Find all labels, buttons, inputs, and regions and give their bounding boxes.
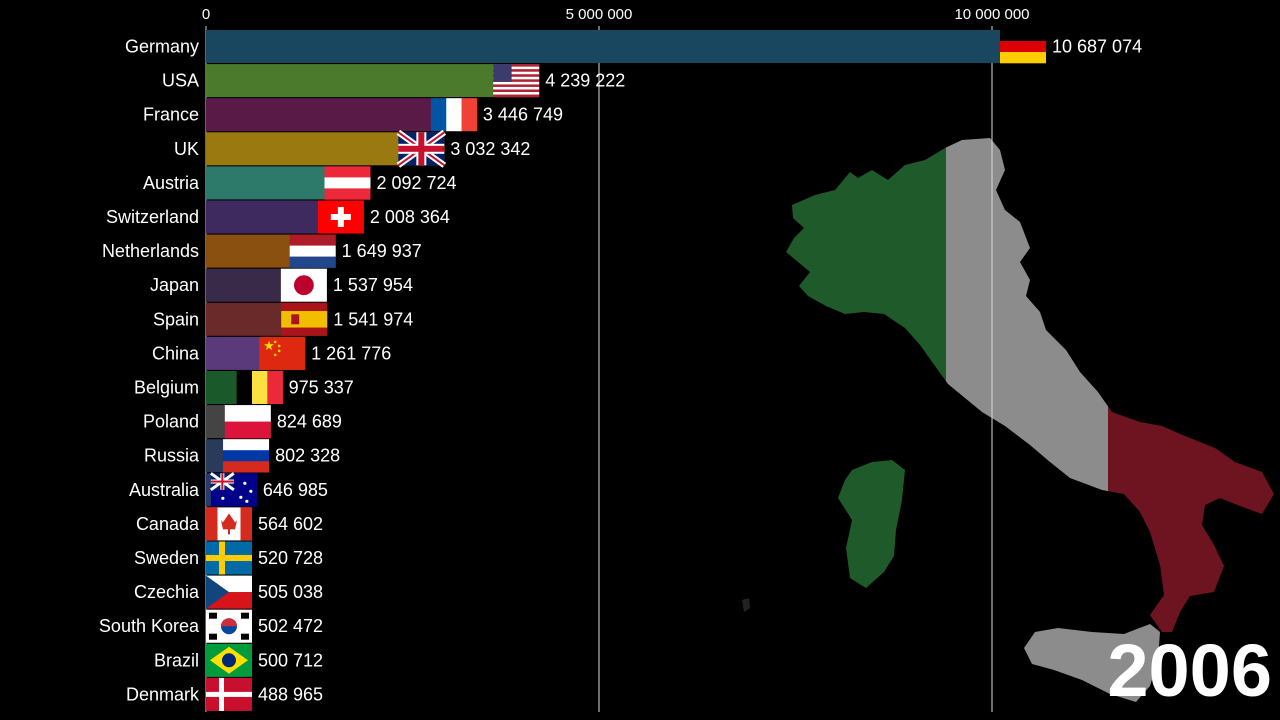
netherlands-flag [289, 234, 336, 268]
brazil-flag [206, 643, 252, 677]
bar-row: Spain 1 541 974 [153, 302, 413, 336]
bar-row: Canada 564 602 [136, 507, 323, 541]
value-label: 502 472 [258, 616, 323, 636]
germany-flag [1000, 30, 1047, 64]
value-label: 1 261 776 [311, 343, 391, 363]
x-tick-label: 5 000 000 [566, 6, 633, 23]
bar-row: Switzerland 2 008 364 [106, 200, 450, 234]
bar-row: Russia 802 328 [144, 439, 340, 473]
category-label: Japan [150, 275, 199, 295]
value-label: 10 687 074 [1052, 37, 1142, 57]
x-axis-ticks: 0 5 000 000 10 000 000 [202, 6, 1030, 23]
bar-row: France 3 446 749 [143, 98, 563, 132]
bar-row: USA 4 239 222 [162, 64, 625, 98]
austria-flag [324, 166, 371, 200]
value-label: 505 038 [258, 582, 323, 602]
bar-row: Netherlands 1 649 937 [102, 234, 422, 268]
spain-flag [281, 302, 328, 336]
czechia-flag [206, 575, 252, 609]
year-label: 2006 [1107, 629, 1272, 712]
switzerland-flag [317, 200, 364, 234]
category-label: Sweden [134, 548, 199, 568]
category-label: Russia [144, 446, 200, 466]
category-label: Austria [143, 173, 200, 193]
value-label: 2 008 364 [370, 207, 450, 227]
category-label: USA [162, 71, 199, 91]
bar-row: UK 3 032 342 [174, 129, 530, 168]
bar-row: Austria 2 092 724 [143, 166, 457, 200]
category-label: Switzerland [106, 207, 199, 227]
bar-row: Belgium 975 337 [134, 371, 354, 404]
value-label: 564 602 [258, 514, 323, 534]
value-label: 3 032 342 [450, 139, 530, 159]
bar-row: Australia 646 985 [129, 472, 328, 507]
russia-flag [223, 439, 270, 473]
france-flag [430, 98, 478, 132]
category-label: South Korea [99, 616, 200, 636]
x-tick-label: 0 [202, 6, 210, 23]
category-label: Belgium [134, 378, 199, 398]
poland-flag [224, 405, 271, 439]
value-label: 3 446 749 [483, 105, 563, 125]
bar-row: Brazil 500 712 [154, 643, 323, 677]
category-label: China [152, 343, 200, 363]
canada-flag [206, 507, 252, 541]
bar-row: Poland 824 689 [143, 405, 342, 439]
svg-text:★: ★ [263, 338, 275, 353]
bar-row: Denmark 488 965 [126, 677, 323, 711]
value-label: 646 985 [263, 480, 328, 500]
value-label: 500 712 [258, 650, 323, 670]
bar-row: Czechia 505 038 [134, 575, 323, 609]
category-label: Czechia [134, 582, 200, 602]
category-label: Spain [153, 309, 199, 329]
sweden-flag [206, 541, 252, 575]
bar-row: Germany 10 687 074 [125, 30, 1142, 64]
belgium-flag [236, 371, 283, 404]
category-label: Denmark [126, 684, 200, 704]
category-label: France [143, 105, 199, 125]
category-label: Canada [136, 514, 200, 534]
denmark-flag [206, 677, 252, 711]
value-label: 1 649 937 [342, 241, 422, 261]
value-label: 1 537 954 [333, 275, 413, 295]
value-label: 1 541 974 [333, 309, 413, 329]
bars: Germany 10 687 074 USA 4 239 222 France 3 446… [99, 30, 1142, 711]
usa-flag [493, 64, 540, 98]
bar-row: Japan 1 537 954 [150, 268, 413, 302]
bar [206, 30, 1047, 63]
value-label: 802 328 [275, 446, 340, 466]
x-tick-label: 10 000 000 [954, 6, 1029, 23]
uk-flag [396, 129, 447, 168]
bar-row: China ★ 1 261 776 [152, 336, 391, 370]
australia-flag [209, 472, 257, 507]
category-label: Brazil [154, 650, 199, 670]
value-label: 488 965 [258, 684, 323, 704]
category-label: Germany [125, 37, 199, 57]
value-label: 4 239 222 [545, 71, 625, 91]
italy-flag-map-icon [742, 138, 1274, 702]
japan-flag [280, 268, 327, 302]
category-label: Poland [143, 412, 199, 432]
category-label: Australia [129, 480, 200, 500]
bar [206, 64, 540, 98]
category-label: Netherlands [102, 241, 199, 261]
value-label: 824 689 [277, 412, 342, 432]
china-flag: ★ [259, 336, 306, 370]
value-label: 520 728 [258, 548, 323, 568]
bar-row: Sweden 520 728 [134, 541, 323, 575]
bar-row: South Korea 502 472 [99, 609, 323, 643]
category-label: UK [174, 139, 199, 159]
value-label: 975 337 [289, 378, 354, 398]
south-korea-flag [206, 609, 252, 643]
value-label: 2 092 724 [376, 173, 456, 193]
